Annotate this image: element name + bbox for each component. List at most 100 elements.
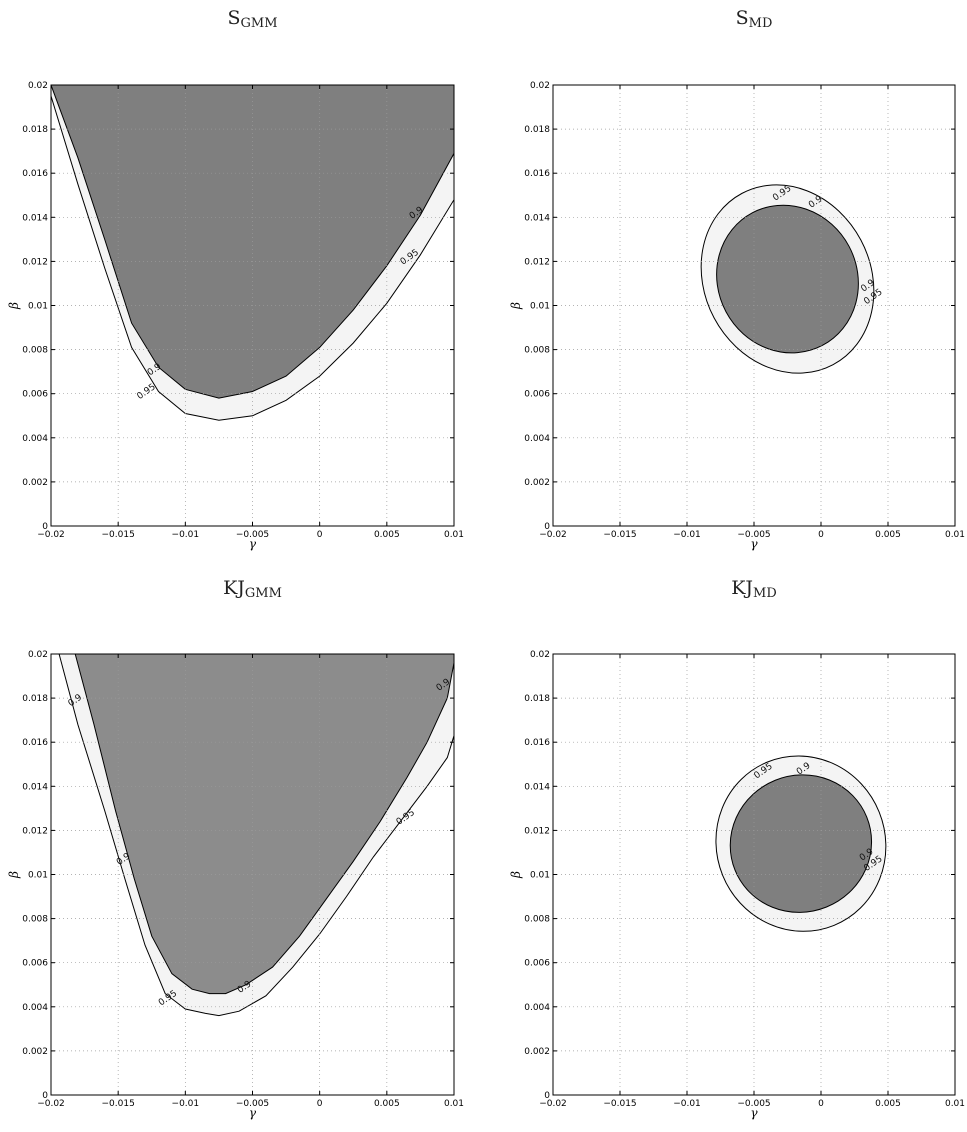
plot-area: 0.95 0.90.90.95 — [553, 654, 955, 1095]
y-tick-label: 0.002 — [524, 478, 550, 488]
x-axis-label: γ — [750, 537, 758, 551]
x-axis-label: γ — [750, 1106, 758, 1120]
y-axis-label: β — [509, 302, 523, 310]
x-tick-label: −0.005 — [236, 1099, 269, 1109]
x-tick-label: −0.015 — [603, 530, 636, 540]
y-tick-label: 0.006 — [22, 959, 48, 969]
x-tick-label: 0.005 — [374, 1099, 400, 1109]
x-tick-label: −0.005 — [737, 1099, 770, 1109]
x-tick-label: −0.015 — [102, 530, 135, 540]
panel-title: SGMM — [227, 7, 277, 31]
y-tick-label: 0 — [42, 522, 48, 532]
x-tick-label: 0 — [317, 1099, 323, 1109]
y-axis-label: β — [509, 871, 523, 879]
chart-panel-1: SGMM 0.90.950.90.95 −0.02 −0.015 −0.01 −0.005… — [7, 7, 464, 551]
y-tick-label: 0.006 — [524, 959, 550, 969]
y-tick-label: 0.012 — [22, 257, 48, 267]
y-tick-label: 0.01 — [530, 302, 550, 312]
panel-title: SMD — [736, 7, 773, 31]
contour-region-0.9 — [716, 204, 859, 354]
plot-area: 0.95 0.90.90.95 — [553, 85, 955, 526]
panel-title-subscript: GMM — [245, 586, 282, 601]
y-tick-label: 0.008 — [22, 915, 48, 925]
y-tick-label: 0.012 — [22, 826, 48, 836]
y-tick-label: 0.016 — [524, 169, 550, 179]
y-tick-label: 0.016 — [22, 169, 48, 179]
y-tick-label: 0.018 — [22, 694, 48, 704]
x-tick-label: 0.005 — [374, 530, 400, 540]
y-tick-label: 0.012 — [524, 826, 550, 836]
y-tick-label: 0.01 — [530, 871, 550, 881]
y-tick-label: 0.008 — [524, 346, 550, 356]
plot-area: 0.90.950.90.95 — [51, 85, 454, 526]
y-tick-label: 0.006 — [22, 390, 48, 400]
y-tick-label: 0.012 — [524, 257, 550, 267]
chart-panel-3: KJGMM 0.90.90.950.90.950.9 −0.02 −0.015 −0.0… — [7, 577, 464, 1120]
y-axis-label: β — [7, 302, 21, 310]
y-tick-label: 0.02 — [530, 81, 550, 91]
y-tick-label: 0.016 — [524, 738, 550, 748]
chart-panel-2: SMD 0.95 0.90.90.95 −0.02 −0.015 −0.01 −0.005 0… — [509, 7, 965, 551]
x-tick-label: 0.01 — [444, 530, 464, 540]
y-tick-label: 0.014 — [524, 782, 550, 792]
plot-area: 0.90.90.950.90.950.9 — [51, 654, 454, 1095]
y-tick-label: 0.002 — [22, 478, 48, 488]
x-tick-label: −0.015 — [603, 1099, 636, 1109]
y-axis-label: β — [7, 871, 21, 879]
x-tick-label: −0.005 — [236, 530, 269, 540]
y-tick-label: 0.004 — [22, 1003, 48, 1013]
y-tick-label: 0.014 — [22, 213, 48, 223]
chart-panel-4: KJMD 0.95 0.90.90.95 −0.02 −0.015 −0.01 −0.005… — [509, 577, 965, 1120]
y-tick-label: 0.008 — [22, 346, 48, 356]
y-tick-label: 0 — [544, 522, 550, 532]
x-tick-label: −0.01 — [673, 530, 701, 540]
y-tick-label: 0.016 — [22, 738, 48, 748]
x-axis-label: γ — [249, 537, 257, 551]
x-tick-label: 0.01 — [444, 1099, 464, 1109]
y-tick-label: 0.018 — [524, 125, 550, 135]
x-tick-label: −0.02 — [539, 1099, 567, 1109]
panel-title-subscript: MD — [749, 16, 773, 31]
y-tick-label: 0 — [42, 1091, 48, 1101]
x-tick-label: −0.01 — [172, 1099, 200, 1109]
y-tick-label: 0.014 — [524, 213, 550, 223]
y-tick-label: 0.002 — [22, 1047, 48, 1057]
x-tick-label: 0 — [317, 530, 323, 540]
x-tick-label: 0 — [818, 1099, 824, 1109]
y-tick-label: 0.02 — [28, 650, 48, 660]
y-tick-label: 0.002 — [524, 1047, 550, 1057]
y-tick-label: 0.004 — [524, 1003, 550, 1013]
x-tick-label: 0.005 — [875, 1099, 901, 1109]
panel-title-subscript: GMM — [241, 16, 278, 31]
x-axis-label: γ — [249, 1106, 257, 1120]
y-tick-label: 0.01 — [28, 871, 48, 881]
y-tick-label: 0.02 — [530, 650, 550, 660]
panel-title-main: KJ — [223, 577, 245, 599]
panel-title: KJGMM — [223, 577, 282, 601]
y-tick-label: 0 — [544, 1091, 550, 1101]
x-tick-label: −0.01 — [172, 530, 200, 540]
x-tick-label: 0 — [818, 530, 824, 540]
x-tick-label: −0.015 — [102, 1099, 135, 1109]
y-tick-label: 0.018 — [524, 694, 550, 704]
contour-region-0.9 — [729, 774, 873, 913]
x-tick-label: −0.005 — [737, 530, 770, 540]
y-tick-label: 0.01 — [28, 302, 48, 312]
panel-title-subscript: MD — [753, 586, 777, 601]
y-tick-label: 0.008 — [524, 915, 550, 925]
y-tick-label: 0.004 — [524, 434, 550, 444]
x-tick-label: 0.005 — [875, 530, 901, 540]
y-tick-label: 0.004 — [22, 434, 48, 444]
panel-title: KJMD — [731, 577, 777, 601]
x-tick-label: −0.01 — [673, 1099, 701, 1109]
panel-title-main: KJ — [731, 577, 753, 599]
y-tick-label: 0.014 — [22, 782, 48, 792]
panel-title-main: S — [736, 7, 749, 29]
x-tick-label: −0.02 — [37, 1099, 65, 1109]
y-tick-label: 0.02 — [28, 81, 48, 91]
x-tick-label: 0.01 — [945, 1099, 965, 1109]
y-tick-label: 0.018 — [22, 125, 48, 135]
contour-region-0.9 — [74, 654, 454, 995]
x-tick-label: 0.01 — [945, 530, 965, 540]
